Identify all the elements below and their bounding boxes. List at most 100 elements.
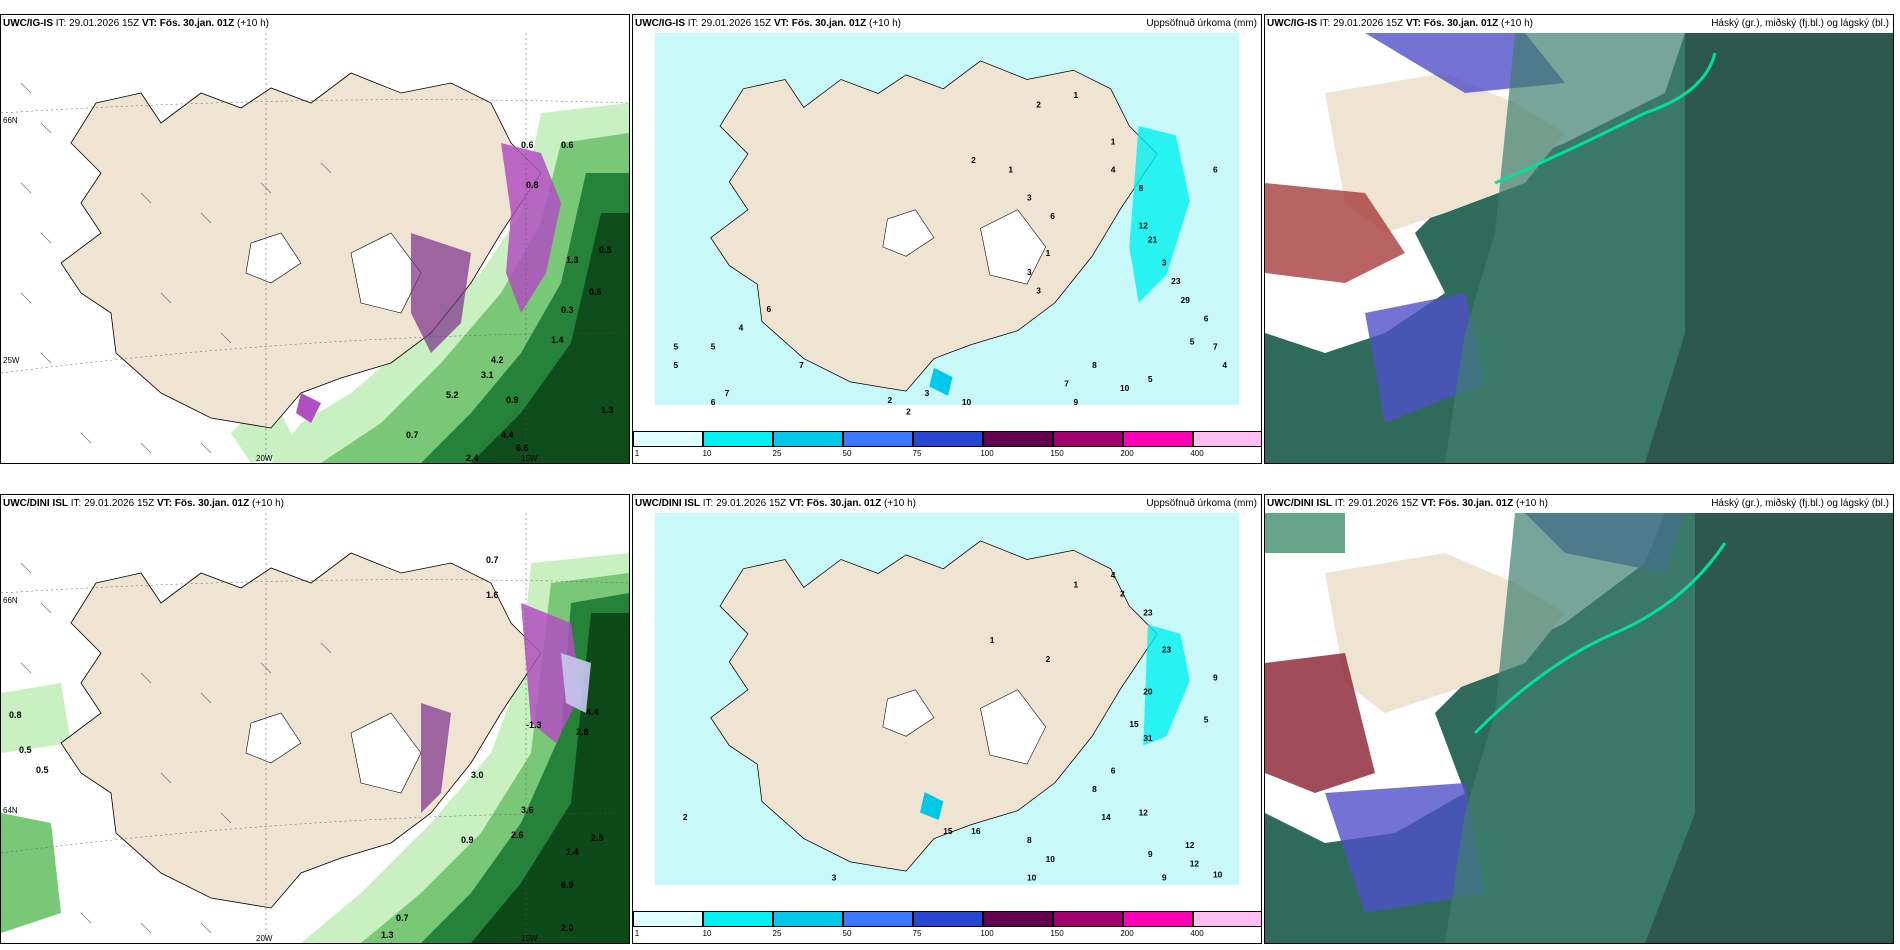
panel-header: UWC/IG-IS IT: 29.01.2026 15Z VT: Fös. 30… [1267, 18, 1533, 29]
precip-label: 0.6 [589, 287, 602, 297]
lat-label: 64N [3, 806, 18, 815]
precip-label: 0.9 [461, 835, 474, 845]
precip-label: 4.2 [491, 355, 504, 365]
colorbar-tick: 400 [1190, 929, 1204, 938]
mid-cloud-area [1325, 783, 1485, 913]
accum-label: 12 [1190, 858, 1200, 868]
colorbar-tick: 100 [980, 449, 994, 458]
panel-header: UWC/DINI ISL IT: 29.01.2026 15Z VT: Fös.… [635, 498, 916, 509]
accum-label: 6 [767, 304, 772, 314]
accum-precip-map: 1 4 2 1 2 23 23 20 9 15 31 5 8 6 14 12 8… [654, 513, 1240, 886]
accum-label: 15 [1129, 719, 1139, 729]
colorbar-tick: 1 [634, 929, 640, 938]
panel-top-left: UWC/IG-IS IT: 29.01.2026 15Z VT: Fös. 30… [0, 14, 630, 464]
iceland-landmass [1325, 73, 1565, 233]
precip-label: 2.8 [576, 727, 589, 737]
precip-label: 2.6 [511, 830, 524, 840]
wind-barbs [20, 562, 332, 934]
precip-label: 2.5 [591, 833, 604, 843]
precip-label: 0.8 [9, 710, 22, 720]
accum-label: 6 [1111, 765, 1116, 775]
lon-label: 20W [256, 934, 273, 943]
precip-label: 0.5 [599, 245, 612, 255]
colorbar-swatch [983, 911, 1053, 927]
colorbar-tick: 25 [772, 929, 782, 938]
accum-label: 3 [1162, 258, 1167, 268]
accum-label: 8 [1092, 360, 1097, 370]
precip-label: 1.6 [486, 590, 499, 600]
precip-label: 0.5 [36, 765, 49, 775]
colorbar-swatch [843, 431, 913, 447]
colorbar-tick: 200 [1120, 929, 1134, 938]
precip-label: 0.7 [406, 430, 419, 440]
precip-label: 5.2 [446, 390, 459, 400]
iceland-landmass [710, 540, 1158, 872]
accum-label: 1 [990, 635, 995, 645]
colorbar-swatch [913, 431, 983, 447]
colorbar-tick: 10 [702, 929, 712, 938]
cyan-accum-areas [920, 624, 1190, 820]
panel-top-right: UWC/IG-IS IT: 29.01.2026 15Z VT: Fös. 30… [1264, 14, 1894, 464]
precip-label: 0.8 [526, 180, 539, 190]
accum-label: 12 [1139, 220, 1149, 230]
accum-label: 2 [906, 406, 911, 416]
colorbar-swatch [773, 911, 843, 927]
wind-precip-map: 66N 64N 20W 15W 0.7 1.6 0.8 0.5 0.5 4.4 … [1, 513, 629, 943]
accum-label: 2 [1046, 654, 1051, 664]
accum-label: 9 [1148, 849, 1153, 859]
accum-label: 10 [1027, 872, 1037, 882]
panel-title: Háský (gr.), miðský (fj.bl.) og lágský (… [1711, 498, 1889, 509]
precip-label: 0.6 [521, 140, 534, 150]
accum-label: 4 [1111, 570, 1116, 580]
cyan-accum-areas [929, 126, 1190, 396]
accum-label: 9 [1213, 672, 1218, 682]
precip-label: 0.5 [19, 745, 32, 755]
accum-label: 31 [1143, 733, 1153, 743]
accum-label: 2 [971, 155, 976, 165]
panel-header: UWC/IG-IS IT: 29.01.2026 15Z VT: Fös. 30… [635, 18, 901, 29]
colorbar-swatch [1193, 431, 1261, 447]
accum-label: 23 [1171, 276, 1181, 286]
colorbar-swatch [633, 431, 703, 447]
precip-label: 0.3 [561, 305, 574, 315]
panel-top-middle: UWC/IG-IS IT: 29.01.2026 15Z VT: Fös. 30… [632, 14, 1262, 464]
accum-label: 6 [711, 397, 716, 407]
precip-label: 4.4 [586, 707, 599, 717]
accum-label: 4 [739, 323, 744, 333]
accum-label: 1 [1008, 165, 1013, 175]
colorbar-swatch [773, 431, 843, 447]
accum-label: 14 [1101, 812, 1111, 822]
precip-label: 1.4 [566, 847, 579, 857]
accum-label: 2 [1120, 589, 1125, 599]
low-cloud-area [1645, 33, 1893, 463]
colorbar-tick: 400 [1190, 449, 1204, 458]
accum-label: 7 [1064, 378, 1069, 388]
cloud-map [1265, 33, 1893, 463]
accum-label: 8 [1139, 183, 1144, 193]
accum-label: 12 [1185, 840, 1195, 850]
colorbar-swatch [843, 911, 913, 927]
accum-label: 15 [943, 826, 953, 836]
lon-label: 15W [521, 454, 538, 463]
accum-label: 9 [1162, 872, 1167, 882]
accum-label: 3 [832, 872, 837, 882]
mid-cloud-area [1365, 293, 1485, 423]
purple-snow-areas [421, 603, 591, 813]
accum-label: 5 [1148, 374, 1153, 384]
iceland-landmass [1325, 553, 1565, 713]
panel-title: Uppsöfnuð úrkoma (mm) [1146, 18, 1257, 29]
accum-label: 10 [1046, 854, 1056, 864]
precip-label: 1.3 [381, 930, 394, 940]
accum-label: 5 [711, 341, 716, 351]
colorbar-tick: 150 [1050, 449, 1064, 458]
accum-label: 8 [1027, 835, 1032, 845]
colorbar-tick: 200 [1120, 449, 1134, 458]
accum-label: 7 [1213, 341, 1218, 351]
colorbar: 1 10 25 50 75 100 150 200 400 [633, 909, 1261, 943]
precip-label: 6.9 [561, 880, 574, 890]
colorbar-swatch [1123, 431, 1193, 447]
colorbar-tick: 10 [702, 449, 712, 458]
accum-label: 3 [1027, 267, 1032, 277]
precip-label: 0.6 [561, 140, 574, 150]
accum-label: 3 [1027, 192, 1032, 202]
